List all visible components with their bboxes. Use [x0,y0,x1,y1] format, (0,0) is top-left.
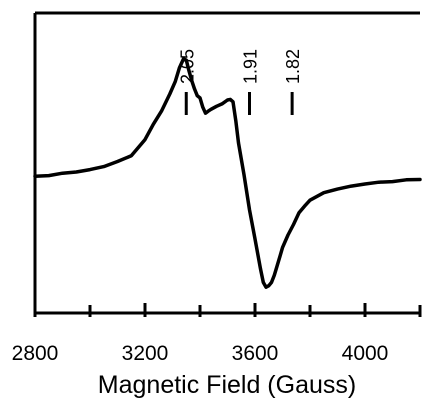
x-tick-label: 2800 [12,342,59,365]
x-axis-ticks [33,303,422,317]
g-marker-label: 1.82 [283,49,303,84]
x-tick-label: 3200 [122,342,169,365]
g-marker-label: 1.91 [241,49,261,84]
spectrum-line [33,57,422,289]
x-tick-label: 3600 [232,342,279,365]
x-axis-label: Magnetic Field (Gauss) [98,371,356,399]
plot-frame [33,11,420,315]
g-value-markers: 2.05 1.91 1.82 [177,49,303,115]
x-tick-label: 4000 [342,342,389,365]
x-tick-labels: 2800 3200 3600 4000 [12,342,389,365]
